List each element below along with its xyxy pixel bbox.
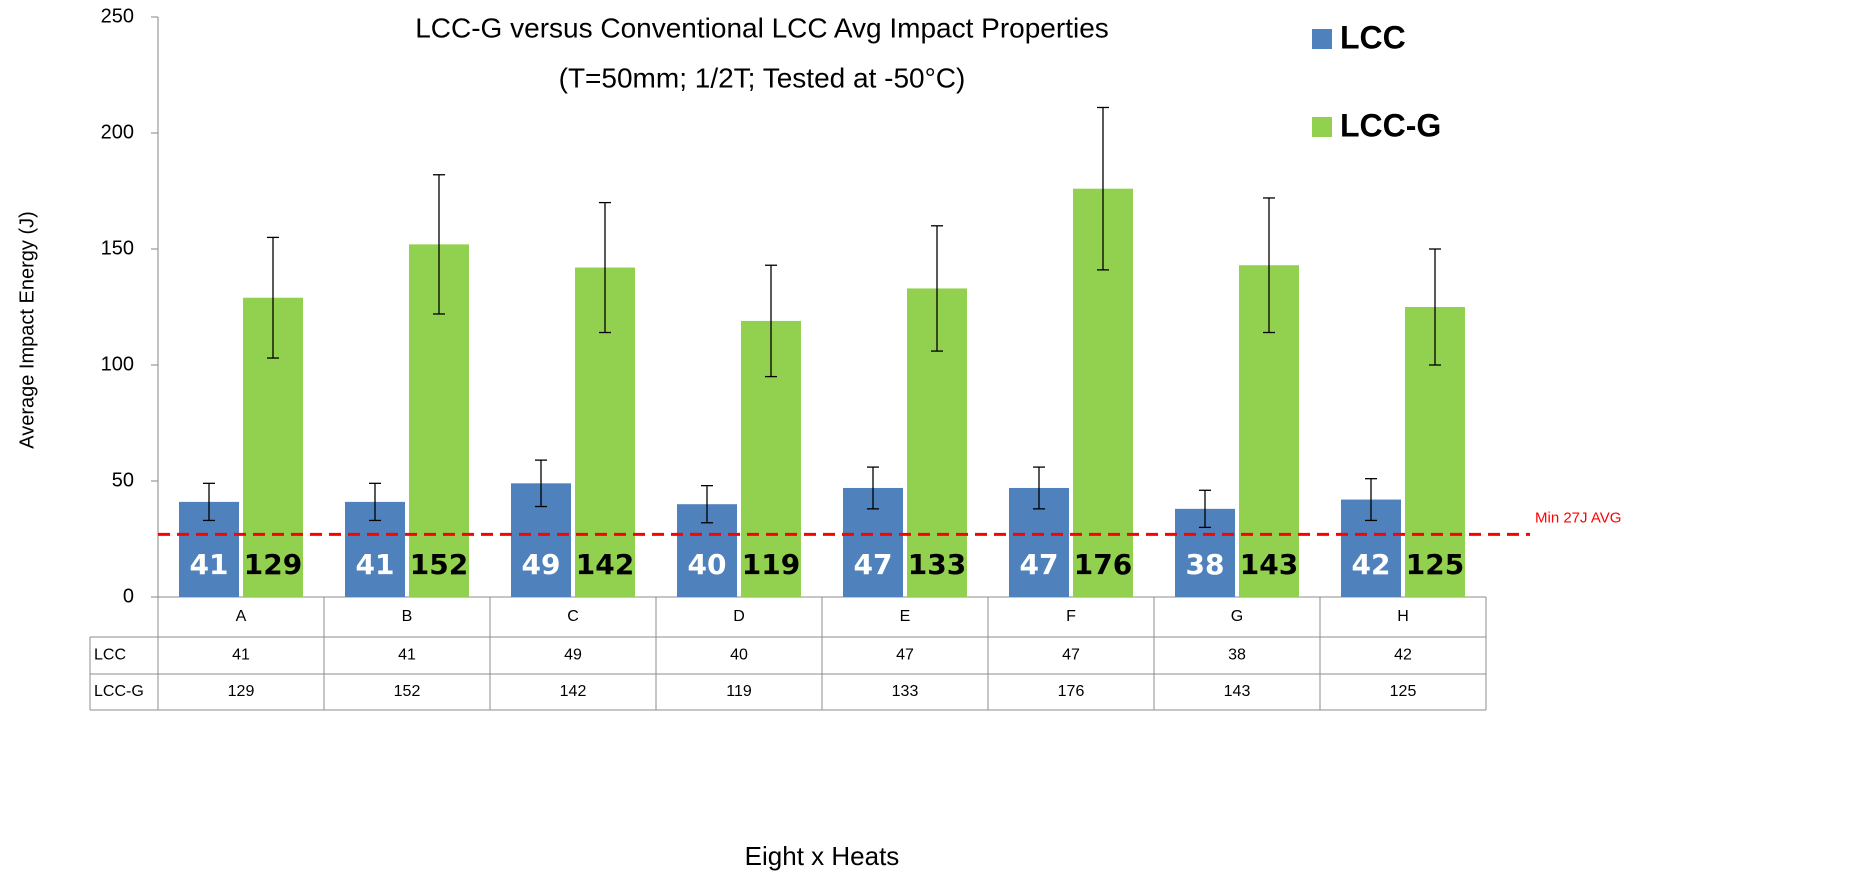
reference-label: Min 27J AVG xyxy=(1535,509,1621,526)
y-tick-label: 250 xyxy=(101,5,134,27)
y-axis-label: Average Impact Energy (J) xyxy=(16,211,38,449)
chart: LCC-G versus Conventional LCC Avg Impact… xyxy=(0,0,1862,887)
table-cell: 47 xyxy=(896,647,914,664)
x-tick-label: E xyxy=(900,608,911,625)
data-label: 49 xyxy=(522,548,561,581)
data-label: 125 xyxy=(1406,548,1464,581)
table-cell: 119 xyxy=(726,683,752,700)
table-cell: 42 xyxy=(1394,647,1412,664)
x-tick-label: B xyxy=(402,608,413,625)
legend-swatch xyxy=(1312,117,1332,137)
table-cell: 41 xyxy=(232,647,250,664)
table-cell: 143 xyxy=(1224,683,1251,700)
x-tick-label: A xyxy=(236,608,247,625)
legend-label: LCC-G xyxy=(1340,107,1441,143)
data-label: 142 xyxy=(576,548,634,581)
legend-swatch xyxy=(1312,29,1332,49)
x-tick-label: F xyxy=(1066,608,1076,625)
y-tick-label: 0 xyxy=(123,585,134,607)
data-label: 47 xyxy=(854,548,893,581)
data-label: 133 xyxy=(908,548,966,581)
legend-label: LCC xyxy=(1340,19,1406,55)
x-tick-label: C xyxy=(567,608,579,625)
table-cell: 38 xyxy=(1228,647,1246,664)
table-cell: 40 xyxy=(730,647,748,664)
table-cell: 47 xyxy=(1062,647,1080,664)
table-cell: 129 xyxy=(228,683,255,700)
x-axis-label: Eight x Heats xyxy=(745,841,900,871)
data-label: 42 xyxy=(1352,548,1391,581)
x-tick-label: H xyxy=(1397,608,1409,625)
data-label: 129 xyxy=(244,548,302,581)
chart-title: LCC-G versus Conventional LCC Avg Impact… xyxy=(415,12,1109,43)
x-tick-label: G xyxy=(1231,608,1243,625)
table-cell: 41 xyxy=(398,647,416,664)
y-tick-label: 150 xyxy=(101,237,134,259)
data-label: 176 xyxy=(1074,548,1132,581)
table-cell: 176 xyxy=(1058,683,1085,700)
data-label: 41 xyxy=(190,548,229,581)
y-tick-label: 50 xyxy=(112,469,134,491)
table-cell: 125 xyxy=(1390,683,1417,700)
data-label: 40 xyxy=(688,548,727,581)
data-label: 38 xyxy=(1186,548,1225,581)
chart-subtitle: (T=50mm; 1/2T; Tested at -50°C) xyxy=(559,62,966,93)
data-label: 47 xyxy=(1020,548,1059,581)
table-cell: 133 xyxy=(892,683,919,700)
table-row-label: LCC-G xyxy=(94,683,144,700)
y-tick-label: 100 xyxy=(101,353,134,375)
y-tick-label: 200 xyxy=(101,121,134,143)
data-label: 119 xyxy=(742,548,800,581)
table-row-label: LCC xyxy=(94,647,126,664)
data-label: 143 xyxy=(1240,548,1298,581)
table-cell: 49 xyxy=(564,647,582,664)
data-label: 152 xyxy=(410,548,468,581)
table-cell: 142 xyxy=(560,683,587,700)
table-cell: 152 xyxy=(394,683,421,700)
x-tick-label: D xyxy=(733,608,745,625)
data-label: 41 xyxy=(356,548,395,581)
